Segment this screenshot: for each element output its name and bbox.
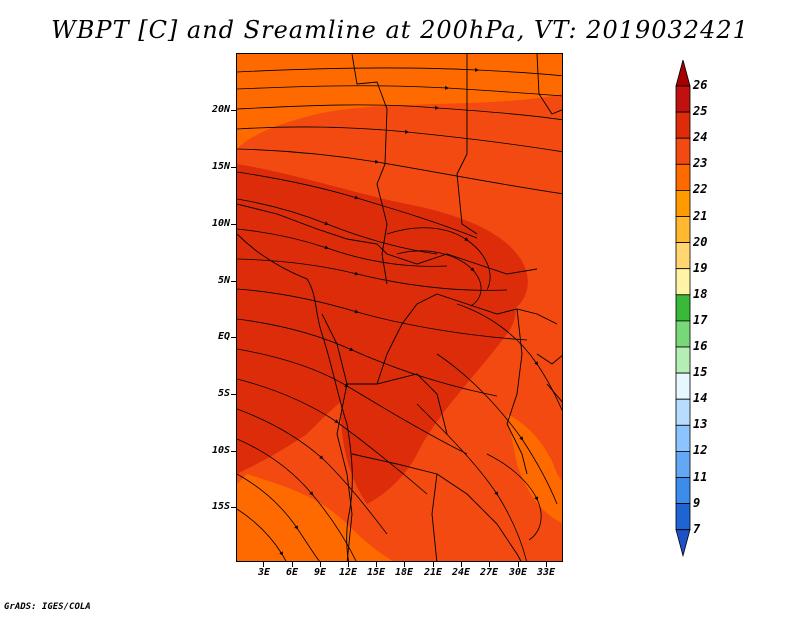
lon-label: 9E: [313, 567, 327, 578]
colorbar-box: [675, 424, 691, 452]
lat-label: 5N: [217, 275, 230, 286]
lat-label: 5S: [217, 388, 230, 399]
wbpt-fill-24-east: [340, 281, 516, 504]
colorbar-box: [675, 398, 691, 426]
lon-label: 27E: [479, 567, 499, 578]
lat-tick: [231, 281, 236, 282]
colorbar-box: [675, 163, 691, 191]
lon-label: 30E: [508, 567, 528, 578]
lon-tick: [263, 562, 264, 567]
wbpt-fill-22-se: [507, 414, 562, 523]
colorbar-label: 23: [693, 156, 708, 171]
wbpt-fill-22-north: [237, 54, 562, 149]
lat-tick: [231, 507, 236, 508]
colorbar-box: [675, 242, 691, 270]
colorbar-label: 16: [693, 339, 708, 353]
colorbar-box: [675, 477, 691, 505]
colorbar-label: 17: [693, 312, 708, 327]
colorbar-label: 13: [693, 417, 708, 432]
colorbar-label: 20: [693, 234, 708, 249]
colorbar-label: 7: [693, 521, 701, 536]
lon-tick: [461, 562, 462, 567]
lon-tick: [518, 562, 519, 567]
lon-label: 3E: [257, 567, 271, 578]
streamlines: [237, 67, 562, 561]
colorbar-box: [675, 372, 691, 400]
lon-tick: [404, 562, 405, 567]
lat-tick: [231, 451, 236, 452]
lon-tick: [320, 562, 321, 567]
colorbar-label: 22: [693, 182, 708, 197]
lon-label: 21E: [423, 567, 443, 578]
colorbar-label: 25: [693, 104, 708, 119]
lon-tick: [376, 562, 377, 567]
lat-label: 10S: [211, 445, 230, 456]
colorbar-box: [675, 216, 691, 244]
colorbar-box: [675, 294, 691, 322]
colorbar-label: 12: [693, 443, 708, 458]
lat-label: 15S: [211, 501, 230, 512]
lon-tick: [546, 562, 547, 567]
colorbar-box: [675, 450, 691, 478]
lon-label: 15E: [366, 567, 386, 578]
colorbar-label: 14: [693, 391, 708, 406]
colorbar-box: [675, 189, 691, 217]
lat-tick: [231, 337, 236, 338]
coastline: [237, 233, 353, 561]
chart-title: WBPT [C] and Sreamline at 200hPa, VT: 20…: [51, 16, 749, 44]
colorbar-box: [675, 85, 691, 113]
colorbar-box: [675, 137, 691, 165]
colorbar-label: 19: [693, 260, 708, 275]
footer-credit: GrADS: IGES/COLA: [4, 602, 91, 612]
lat-label: EQ: [217, 331, 230, 342]
map-svg: [237, 54, 562, 561]
wbpt-fill-22-south: [237, 474, 393, 561]
lat-tick: [231, 110, 236, 111]
colorbar-label: 9: [693, 495, 701, 510]
colorbar-bottom-triangle: [675, 529, 691, 558]
colorbar-box: [675, 346, 691, 374]
colorbar: [675, 60, 691, 558]
lon-tick: [348, 562, 349, 567]
map-panel: [236, 53, 563, 562]
lat-tick: [231, 394, 236, 395]
colorbar-label: 26: [693, 78, 708, 92]
country-borders: [237, 54, 562, 561]
colorbar-label: 11: [693, 469, 708, 484]
lon-label: 24E: [451, 567, 471, 578]
lat-tick: [231, 224, 236, 225]
colorbar-box: [675, 268, 691, 296]
lon-label: 33E: [536, 567, 556, 578]
lon-tick: [489, 562, 490, 567]
lon-label: 12E: [338, 567, 358, 578]
colorbar-box: [675, 503, 691, 531]
lat-tick: [231, 167, 236, 168]
lat-label: 20N: [211, 104, 230, 115]
lat-label: 10N: [211, 218, 230, 229]
lon-tick: [292, 562, 293, 567]
colorbar-segments: [675, 60, 691, 558]
lon-tick: [433, 562, 434, 567]
colorbar-box: [675, 320, 691, 348]
colorbar-top-triangle: [675, 60, 691, 87]
colorbar-label: 15: [693, 365, 708, 380]
colorbar-label: 21: [693, 208, 708, 223]
colorbar-box: [675, 111, 691, 139]
colorbar-label: 24: [693, 130, 708, 145]
lon-label: 18E: [394, 567, 414, 578]
lat-label: 15N: [211, 161, 230, 172]
lon-label: 6E: [285, 567, 299, 578]
colorbar-label: 18: [693, 286, 708, 301]
